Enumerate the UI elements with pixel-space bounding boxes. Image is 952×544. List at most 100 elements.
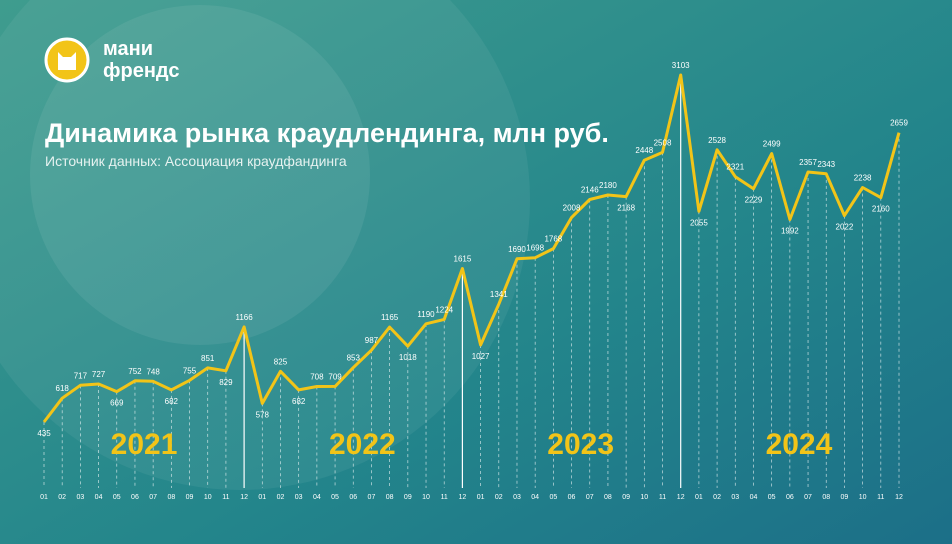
value-label: 2659 xyxy=(890,119,908,128)
value-label: 2160 xyxy=(872,205,890,214)
value-label: 1165 xyxy=(381,313,399,322)
decor-circle xyxy=(0,0,530,490)
year-label: 2024 xyxy=(766,428,833,461)
x-tick-label: 11 xyxy=(659,494,666,501)
x-tick-label: 03 xyxy=(295,494,303,501)
x-tick-label: 12 xyxy=(677,494,685,501)
value-label: 2528 xyxy=(708,136,726,145)
decor-circle xyxy=(30,5,370,345)
x-tick-label: 12 xyxy=(895,494,903,501)
value-label: 709 xyxy=(328,372,342,381)
x-tick-label: 02 xyxy=(495,494,503,501)
x-tick-label: 03 xyxy=(76,494,84,501)
value-label: 1018 xyxy=(399,353,417,362)
x-tick-label: 10 xyxy=(204,494,212,501)
value-label: 2146 xyxy=(581,185,599,194)
x-tick-label: 11 xyxy=(877,494,884,501)
value-label: 618 xyxy=(56,384,70,393)
value-label: 2238 xyxy=(854,174,872,183)
x-tick-label: 01 xyxy=(258,494,266,501)
value-label: 748 xyxy=(146,367,160,376)
value-label: 2180 xyxy=(599,181,617,190)
value-label: 2499 xyxy=(763,140,781,149)
x-tick-label: 03 xyxy=(731,494,739,501)
value-label: 853 xyxy=(347,354,361,363)
x-tick-label: 07 xyxy=(149,494,157,501)
value-label: 682 xyxy=(165,397,179,406)
x-tick-label: 02 xyxy=(58,494,66,501)
x-tick-label: 09 xyxy=(186,494,194,501)
value-label: 2022 xyxy=(836,223,854,232)
value-label: 1166 xyxy=(236,313,254,322)
line xyxy=(42,73,901,423)
value-label: 2357 xyxy=(799,158,817,167)
year-label: 2021 xyxy=(111,428,178,461)
value-label: 717 xyxy=(74,371,88,380)
x-tick-label: 09 xyxy=(841,494,849,501)
x-tick-label: 10 xyxy=(859,494,867,501)
value-label: 1027 xyxy=(472,352,490,361)
x-tick-label: 06 xyxy=(568,494,576,501)
value-label: 3103 xyxy=(672,61,690,70)
x-tick-label: 08 xyxy=(167,494,175,501)
chart-title: Динамика рынка краудлендинга, млн руб. xyxy=(45,118,609,148)
logo-cat xyxy=(58,52,76,70)
x-tick-label: 10 xyxy=(640,494,648,501)
x-tick-label: 04 xyxy=(531,494,539,501)
x-tick-label: 09 xyxy=(622,494,630,501)
x-tick-label: 02 xyxy=(277,494,285,501)
x-tick-label: 04 xyxy=(313,494,321,501)
value-label: 1768 xyxy=(544,235,562,244)
year-label: 2022 xyxy=(329,428,396,461)
value-label: 2055 xyxy=(690,218,708,227)
value-label: 1992 xyxy=(781,226,799,235)
value-label: 2229 xyxy=(745,196,763,205)
x-tick-label: 02 xyxy=(713,494,721,501)
x-tick-label: 12 xyxy=(240,494,248,501)
value-label: 2168 xyxy=(617,204,635,213)
x-tick-label: 06 xyxy=(131,494,139,501)
value-label: 829 xyxy=(219,378,233,387)
value-label: 435 xyxy=(37,429,51,438)
value-label: 825 xyxy=(274,357,288,366)
x-tick-label: 01 xyxy=(40,494,48,501)
value-label: 682 xyxy=(292,397,306,406)
value-label: 851 xyxy=(201,354,215,363)
value-label: 2343 xyxy=(817,160,835,169)
value-label: 2008 xyxy=(563,203,581,212)
chart-subtitle: Источник данных: Ассоциация краудфандинг… xyxy=(45,153,347,169)
x-tick-label: 05 xyxy=(113,494,121,501)
value-label: 2448 xyxy=(635,146,653,155)
x-tick-label: 07 xyxy=(804,494,812,501)
logo-text: френдс xyxy=(103,60,179,82)
x-tick-label: 06 xyxy=(786,494,794,501)
value-label: 708 xyxy=(310,372,324,381)
value-label: 1190 xyxy=(417,310,435,319)
value-label: 1224 xyxy=(435,305,453,314)
x-tick-label: 05 xyxy=(331,494,339,501)
x-tick-label: 03 xyxy=(513,494,521,501)
x-tick-label: 11 xyxy=(222,494,229,501)
x-tick-label: 01 xyxy=(695,494,703,501)
value-label: 1690 xyxy=(508,245,526,254)
x-tick-label: 01 xyxy=(477,494,485,501)
x-tick-label: 07 xyxy=(586,494,594,501)
x-tick-label: 08 xyxy=(604,494,612,501)
value-label: 752 xyxy=(128,367,142,376)
value-label: 2508 xyxy=(654,138,672,147)
year-label: 2023 xyxy=(547,428,614,461)
x-tick-label: 04 xyxy=(95,494,103,501)
x-tick-label: 11 xyxy=(441,494,448,501)
value-label: 1615 xyxy=(454,255,472,264)
x-tick-label: 12 xyxy=(459,494,467,501)
x-tick-label: 05 xyxy=(549,494,557,501)
value-label: 1341 xyxy=(490,290,508,299)
x-tick-label: 08 xyxy=(386,494,394,501)
x-tick-label: 04 xyxy=(750,494,758,501)
value-label: 669 xyxy=(110,399,124,408)
value-label: 2321 xyxy=(726,163,744,172)
value-label: 1698 xyxy=(526,244,544,253)
value-label: 578 xyxy=(256,410,270,419)
